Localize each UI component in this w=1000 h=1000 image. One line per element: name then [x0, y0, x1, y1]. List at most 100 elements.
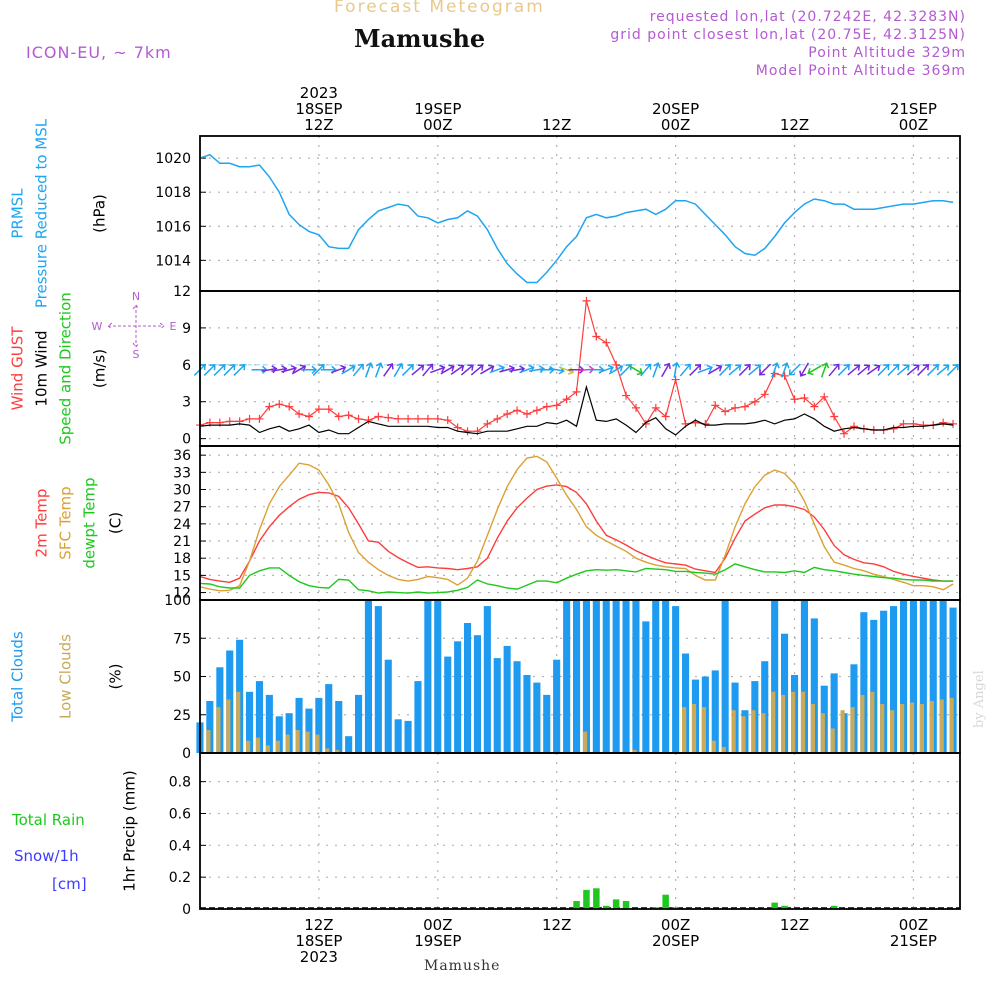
y-tick-label: 18: [173, 551, 191, 567]
total-cloud-bar: [513, 661, 521, 753]
total-cloud-bar: [384, 659, 392, 753]
low-cloud-bar: [761, 713, 766, 753]
total-cloud-bar: [860, 612, 868, 753]
time-label-bottom: 20SEP: [652, 932, 699, 950]
y-axis-label: Total Clouds: [9, 631, 27, 723]
gust-marker: [661, 412, 670, 421]
low-cloud-bar: [870, 691, 875, 753]
arrow-shape: [771, 362, 780, 378]
low-cloud-bar: [305, 731, 310, 753]
low-cloud-bar: [900, 704, 905, 753]
gust-marker: [354, 414, 363, 423]
rain-bar: [612, 899, 620, 909]
low-cloud-bar: [285, 734, 290, 753]
wind-direction-arrow: [652, 362, 661, 378]
wind-direction-arrow: [738, 364, 751, 376]
total-cloud-bar: [355, 694, 363, 753]
total-cloud-bar: [721, 600, 729, 753]
arrow-shape: [393, 362, 404, 378]
total-cloud-bar: [335, 701, 343, 753]
arrow-shape: [917, 364, 930, 376]
total-cloud-bar: [255, 681, 263, 753]
gust-marker: [245, 414, 254, 423]
y-axis-label: 2m Temp: [33, 489, 51, 558]
time-label-top: 00Z: [661, 116, 690, 134]
wind-direction-arrow: [312, 364, 325, 376]
arrow-shape: [312, 364, 325, 376]
rain-bar: [662, 894, 669, 909]
arrow-shape: [450, 364, 465, 376]
low-cloud-bar: [315, 734, 320, 753]
panel-frame: [199, 752, 961, 910]
gust-marker: [522, 410, 531, 419]
total-cloud-bar: [533, 682, 541, 753]
wind-direction-arrow: [828, 363, 840, 377]
wind-direction-arrow: [847, 364, 861, 376]
wind-direction-arrow: [788, 363, 801, 376]
total-cloud-bar: [444, 656, 452, 753]
wind-direction-arrow: [411, 364, 425, 376]
time-label-bottom: 00Z: [423, 916, 452, 934]
arrow-shape: [689, 364, 702, 376]
total-cloud-bar: [880, 610, 888, 753]
wind-direction-arrow: [301, 365, 318, 374]
total-cloud-bar: [374, 606, 382, 753]
compass-s: S: [133, 348, 140, 361]
y-tick-label: 0: [182, 432, 191, 448]
wind-direction-arrow: [748, 364, 762, 376]
gust-marker: [582, 296, 591, 305]
rain-legend-label: Total Rain: [11, 811, 85, 829]
point-altitude: Point Altitude 329m: [808, 45, 966, 61]
footer-station: Mamushe: [424, 958, 501, 974]
gust-marker: [750, 397, 759, 406]
rain-bar: [593, 888, 600, 909]
y-tick-label: 1018: [155, 185, 191, 201]
total-cloud-bar: [464, 623, 472, 753]
low-cloud-bar: [741, 716, 746, 753]
gust-marker: [413, 414, 422, 423]
wind-direction-arrow: [799, 362, 810, 377]
arrow-shape: [679, 363, 691, 377]
arrow-shape: [820, 362, 830, 378]
low-cloud-bar: [582, 731, 588, 753]
gust-marker: [651, 403, 660, 412]
gust-marker: [532, 406, 541, 415]
low-cloud-bar: [830, 728, 835, 753]
arrow-shape: [837, 364, 850, 376]
wind-direction-arrow: [906, 364, 920, 376]
gust-marker: [433, 414, 442, 423]
y-tick-label: 25: [173, 708, 191, 724]
total-cloud-bar: [909, 600, 917, 753]
gust-marker: [374, 412, 383, 421]
wind-direction-arrow: [689, 364, 702, 376]
total-cloud-bar: [553, 659, 561, 753]
arrow-shape: [330, 364, 347, 374]
gust-marker: [939, 418, 948, 427]
low-cloud-bar: [226, 699, 231, 753]
arrow-shape: [480, 364, 495, 375]
rain-bar: [573, 901, 580, 909]
total-cloud-bar: [503, 645, 511, 753]
total-cloud-bar: [573, 600, 581, 753]
y-tick-label: 0.6: [169, 806, 191, 822]
gust-marker: [394, 414, 403, 423]
requested-coords: requested lon,lat (20.7242E, 42.3283N): [649, 9, 966, 25]
total-cloud-bar: [622, 600, 630, 753]
low-cloud-bar: [682, 707, 687, 753]
y-axis-label: (%): [107, 664, 125, 690]
y-axis-label: (C): [107, 512, 125, 534]
arrow-shape: [728, 364, 742, 376]
time-label-bottom: 18SEP: [295, 932, 342, 950]
y-axis-label: PRMSL: [9, 188, 27, 239]
arrow-shape: [936, 364, 950, 376]
low-cloud-bar: [939, 699, 944, 753]
total-cloud-bar: [652, 600, 660, 753]
wind-direction-arrow: [917, 364, 930, 376]
wind-direction-arrow: [771, 362, 780, 378]
wind-direction-arrow: [233, 364, 246, 376]
rain-bar: [781, 905, 788, 909]
y-axis-label: 1hr Precip (mm): [121, 770, 139, 891]
arrow-shape: [748, 364, 762, 376]
time-label-bottom: 00Z: [661, 916, 690, 934]
